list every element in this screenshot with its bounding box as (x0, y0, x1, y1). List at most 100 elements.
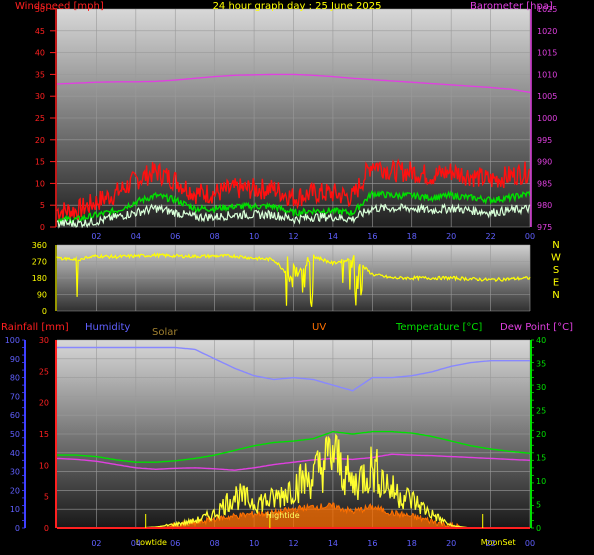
solar-label: Solar (152, 327, 178, 338)
temp-tick-label: 35 (536, 360, 546, 369)
temp-tick-label: 15 (536, 454, 546, 463)
barometer-tick-label: 990 (537, 158, 552, 167)
x-tick-label: 20 (446, 539, 456, 548)
compass-label: S (553, 265, 559, 276)
x-tick-label: 00 (525, 232, 535, 241)
temperature-label: Temperature [°C] (395, 322, 482, 333)
wind-baro-panel: 0510152025303540455097598098599099510001… (15, 1, 557, 241)
barometer-line (56, 73, 531, 93)
windspeed-tick-label: 35 (35, 70, 45, 79)
barometer-tick-label: 980 (537, 201, 552, 210)
windspeed-tick-label: 50 (35, 5, 45, 14)
compass-label: E (553, 278, 559, 289)
humidity-label: Humidity (85, 322, 130, 333)
barometer-tick-label: 1010 (537, 70, 557, 79)
direction-tick-label: 180 (32, 274, 47, 283)
axes-3: 0102030405060708090100051015202530051015… (5, 336, 546, 548)
x-tick-label: 02 (91, 539, 101, 548)
rain-tick-label: 15 (39, 430, 49, 439)
x-tick-label: 04 (131, 539, 141, 548)
x-tick-label: 18 (407, 232, 417, 241)
humidity-line (57, 346, 530, 392)
barometer-tick-label: 975 (537, 223, 552, 232)
event-label: MoonSet (481, 538, 516, 547)
wind-speed-line (56, 158, 531, 221)
windspeed-tick-label: 5 (40, 201, 45, 210)
humidity-tick-label: 10 (10, 505, 20, 514)
temp-tick-label: 40 (536, 336, 546, 345)
x-tick-label: 12 (288, 539, 298, 548)
temp-tick-label: 25 (536, 407, 546, 416)
x-tick-label: 14 (328, 232, 338, 241)
humidity-tick-label: 40 (10, 449, 20, 458)
humidity-tick-label: 90 (10, 355, 20, 364)
series-3: Lowtide Hightide MoonSet (56, 346, 531, 547)
uv-label: UV (312, 322, 326, 333)
x-tick-label: 06 (170, 232, 180, 241)
wind-low-line (57, 202, 531, 229)
barometer-tick-label: 995 (537, 136, 552, 145)
rain-tick-label: 25 (39, 367, 49, 376)
temperature-line (57, 430, 531, 463)
dewpoint-label: Dew Point [°C] (500, 322, 573, 333)
windspeed-tick-label: 30 (35, 92, 45, 101)
rain-tick-label: 20 (39, 399, 49, 408)
compass-label: N (552, 290, 559, 301)
windspeed-tick-label: 15 (35, 158, 45, 167)
rain-tick-label: 0 (44, 524, 49, 533)
humidity-tick-label: 20 (10, 486, 20, 495)
humidity-tick-label: 70 (10, 392, 20, 401)
compass-label: W (551, 253, 561, 264)
direction-tick-label: 270 (32, 258, 47, 267)
series-1 (56, 73, 531, 229)
barometer-tick-label: 1015 (537, 49, 557, 58)
x-tick-label: 04 (131, 232, 141, 241)
series-2 (56, 252, 531, 307)
barometer-tick-label: 1025 (537, 5, 557, 14)
temp-tick-label: 20 (536, 430, 546, 439)
x-tick-label: 08 (210, 232, 220, 241)
humidity-tick-label: 60 (10, 411, 20, 420)
x-tick-label: 12 (288, 232, 298, 241)
humidity-tick-label: 0 (15, 524, 20, 533)
rain-tick-label: 10 (39, 461, 49, 470)
wind-direction-line (56, 252, 531, 307)
barometer-tick-label: 1000 (537, 114, 557, 123)
barometer-tick-label: 985 (537, 179, 552, 188)
x-tick-label: 14 (328, 539, 338, 548)
windspeed-tick-label: 0 (40, 223, 45, 232)
x-tick-label: 00 (525, 539, 535, 548)
rain-tick-label: 5 (44, 493, 49, 502)
temp-tick-label: 10 (536, 477, 546, 486)
rainfall-label: Rainfall [mm] (1, 322, 69, 333)
x-tick-label: 10 (249, 232, 259, 241)
x-tick-label: 20 (446, 232, 456, 241)
x-tick-label: 18 (407, 539, 417, 548)
x-tick-label: 06 (170, 539, 180, 548)
temp-tick-label: 0 (536, 524, 541, 533)
windspeed-axis-label: Windspeed [mph] (15, 1, 104, 12)
dewpoint-line (56, 453, 531, 471)
windspeed-tick-label: 10 (35, 179, 45, 188)
grid-1 (57, 8, 531, 228)
axes-1: 0510152025303540455097598098599099510001… (35, 5, 558, 241)
barometer-tick-label: 1020 (537, 27, 557, 36)
direction-tick-label: 0 (42, 307, 47, 316)
windspeed-tick-label: 25 (35, 114, 45, 123)
windspeed-tick-label: 20 (35, 136, 45, 145)
barometer-axis-label: Barometer [hpa] (470, 1, 553, 12)
x-tick-label: 16 (367, 539, 377, 548)
humidity-tick-label: 80 (10, 374, 20, 383)
windspeed-tick-label: 40 (35, 49, 45, 58)
humidity-tick-label: 30 (10, 468, 20, 477)
humidity-tick-label: 100 (5, 336, 20, 345)
direction-tick-label: 360 (32, 241, 47, 250)
wind-avg-line (56, 190, 531, 226)
direction-tick-label: 90 (37, 291, 47, 300)
barometer-tick-label: 1005 (537, 92, 557, 101)
x-tick-label: 02 (91, 232, 101, 241)
temp-tick-label: 5 (536, 501, 541, 510)
